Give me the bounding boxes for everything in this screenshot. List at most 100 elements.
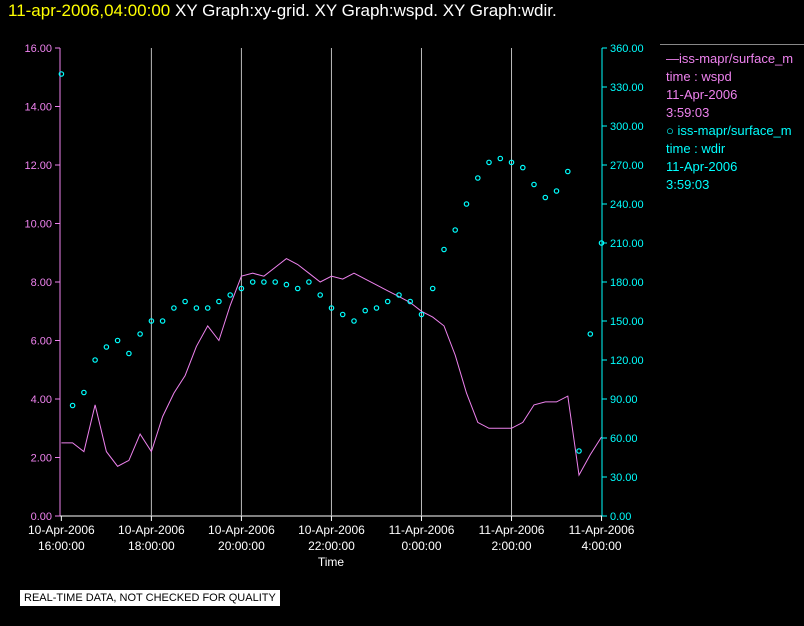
x-tick-time: 0:00:00: [401, 539, 441, 553]
wdir-point: [171, 305, 177, 311]
x-tick-date: 10-Apr-2006: [208, 523, 275, 537]
wspd-line: [61, 258, 602, 477]
wdir-point: [441, 246, 447, 253]
legend-wspd-date: 11-Apr-2006: [666, 87, 738, 102]
wdir-point: [126, 350, 132, 357]
wdir-point: [283, 281, 290, 288]
wdir-point: [418, 311, 425, 318]
wdir-point: [193, 305, 200, 311]
y-left-tick-label: 6.00: [31, 336, 52, 348]
wdir-point: [519, 164, 526, 171]
x-tick-date: 10-Apr-2006: [118, 523, 185, 537]
wdir-point: [576, 448, 582, 454]
timestamp: 11-apr-2006,04:00:00: [8, 1, 171, 20]
y-right-tick-label: 30.00: [610, 472, 638, 484]
x-tick-time: 18:00:00: [128, 539, 175, 553]
wdir-point: [429, 285, 436, 292]
wdir-point: [249, 279, 256, 285]
y-right-tick-label: 150.00: [610, 316, 644, 328]
wdir-point: [564, 168, 571, 175]
y-right-tick-label: 60.00: [610, 433, 638, 445]
wdir-point: [261, 279, 267, 285]
wdir-point: [463, 201, 470, 207]
wdir-point: [373, 305, 380, 311]
wdir-point: [317, 292, 324, 298]
wdir-point: [362, 307, 369, 314]
wdir-point: [486, 159, 492, 166]
y-left-tick-label: 14.00: [24, 102, 52, 114]
wdir-point: [542, 194, 549, 201]
x-tick-time: 16:00:00: [38, 539, 85, 553]
wdir-series: [58, 71, 605, 454]
wdir-point: [114, 337, 121, 344]
y-right-tick-label: 180.00: [610, 277, 644, 289]
wdir-point: [69, 402, 76, 409]
y-right-tick-label: 270.00: [610, 160, 644, 172]
wdir-point: [553, 188, 560, 194]
wdir-point: [497, 155, 504, 162]
left-axis-ticks: 0.00 2.00 4.00 6.00 8.00 10.00 12.00 14.00 16.00: [24, 43, 60, 523]
grid: [150, 48, 513, 516]
y-right-tick-label: 360.00: [610, 43, 644, 55]
x-tick-date: 11-Apr-2006: [389, 523, 455, 537]
y-left-tick-label: 16.00: [24, 43, 52, 55]
x-axis-label: Time: [318, 555, 345, 569]
wdir-point: [148, 318, 155, 324]
y-right-tick-label: 210.00: [610, 238, 644, 250]
y-right-tick-label: 0.00: [610, 511, 631, 523]
x-tick-date: 10-Apr-2006: [298, 523, 365, 537]
y-left-tick-label: 4.00: [31, 394, 52, 406]
title-bar: 11-apr-2006,04:00:00 XY Graph:xy-grid. X…: [8, 1, 557, 21]
y-left-tick-label: 0.00: [31, 511, 52, 523]
y-right-tick-label: 240.00: [610, 199, 644, 211]
wdir-point: [204, 305, 211, 311]
wdir-point: [407, 298, 414, 305]
wdir-point: [216, 298, 222, 305]
x-axis-ticks: 10-Apr-2006 16:00:00 10-Apr-2006 18:00:00 10…: [28, 516, 635, 553]
wdir-point: [137, 331, 143, 337]
wdir-point: [452, 227, 459, 233]
wdir-point: [103, 344, 110, 350]
wdir-point: [294, 285, 301, 292]
wspd-series: [61, 258, 602, 477]
legend-wdir-time: 3:59:03: [666, 177, 710, 192]
wdir-point: [182, 298, 188, 305]
wdir-point: [227, 292, 234, 298]
x-tick-time: 22:00:00: [308, 539, 355, 553]
wdir-point: [92, 357, 98, 363]
wdir-point: [238, 285, 245, 292]
quality-note: REAL-TIME DATA, NOT CHECKED FOR QUALITY: [19, 589, 281, 607]
x-tick-time: 2:00:00: [491, 539, 531, 553]
wdir-point: [339, 311, 346, 318]
wdir-point: [351, 318, 357, 324]
wdir-point: [396, 292, 402, 298]
legend-wdir-var: time : wdir: [666, 141, 726, 156]
wdir-point: [58, 71, 65, 77]
wdir-point: [306, 279, 312, 285]
legend-wspd-name: —iss-mapr/surface_m: [666, 51, 794, 66]
right-axis-ticks: 0.00 30.00 60.00 90.00 120.00 150.00 180.00 210…: [602, 43, 644, 523]
wdir-point: [328, 305, 335, 311]
legend-wspd-time: 3:59:03: [666, 105, 710, 120]
y-right-tick-label: 300.00: [610, 121, 644, 133]
wdir-point: [159, 318, 166, 324]
y-left-tick-label: 8.00: [31, 277, 52, 289]
x-tick-time: 20:00:00: [218, 539, 265, 553]
y-right-tick-label: 330.00: [610, 82, 644, 94]
wdir-point: [474, 175, 481, 181]
y-right-tick-label: 90.00: [610, 394, 638, 406]
legend: —iss-mapr/surface_m time : wspd 11-Apr-2…: [660, 44, 804, 193]
wdir-point: [508, 159, 515, 166]
y-left-tick-label: 2.00: [31, 453, 52, 465]
legend-wdir-date: 11-Apr-2006: [666, 159, 738, 174]
wdir-point: [384, 298, 391, 305]
y-left-tick-label: 12.00: [24, 160, 52, 172]
x-tick-date: 11-Apr-2006: [569, 523, 635, 537]
x-tick-date: 10-Apr-2006: [28, 523, 95, 537]
graph-list: XY Graph:xy-grid. XY Graph:wspd. XY Grap…: [175, 1, 557, 20]
wdir-point: [81, 389, 87, 396]
legend-wspd-var: time : wspd: [666, 69, 732, 84]
wdir-point: [531, 181, 537, 188]
x-tick-date: 11-Apr-2006: [479, 523, 545, 537]
